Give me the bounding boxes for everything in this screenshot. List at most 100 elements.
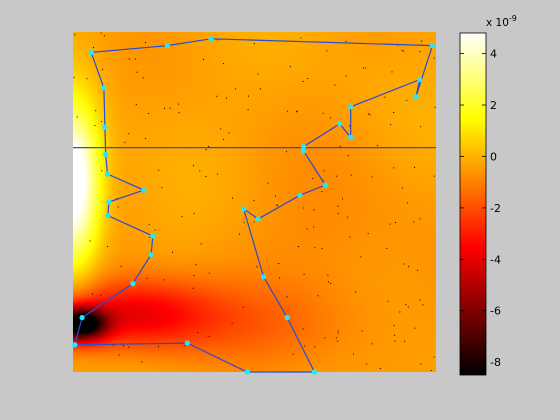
mesh-node: [193, 165, 194, 167]
mesh-node: [164, 107, 166, 109]
series-point: [102, 124, 108, 130]
mesh-node: [172, 251, 173, 253]
mesh-node: [414, 327, 416, 329]
series-point: [106, 199, 112, 205]
mesh-node: [145, 138, 147, 139]
mesh-node: [208, 272, 210, 274]
mesh-node: [158, 169, 160, 171]
mesh-node: [199, 170, 201, 172]
mesh-node: [208, 146, 210, 147]
mesh-node: [404, 340, 406, 342]
colorbar: 4 2 0 -2 -4 -6 -8 x 10-9: [459, 14, 517, 376]
mesh-node: [278, 263, 280, 264]
mesh-node: [384, 96, 386, 98]
series-point: [261, 274, 267, 280]
mesh-node: [413, 221, 415, 223]
mesh-node: [223, 63, 225, 65]
mesh-node: [402, 187, 404, 189]
mesh-node: [371, 343, 373, 345]
mesh-node: [192, 287, 194, 289]
mesh-node: [394, 340, 396, 342]
mesh-node: [253, 200, 255, 202]
mesh-node: [106, 246, 108, 247]
colorbar-tick-label: 4: [490, 48, 497, 61]
mesh-node: [163, 279, 165, 281]
mesh-node: [391, 71, 393, 73]
boundary-polylines: [72, 36, 436, 375]
mesh-node: [393, 112, 395, 113]
mesh-node: [314, 346, 316, 348]
colorbar-tick-label: 2: [490, 99, 497, 112]
mesh-node: [253, 43, 255, 45]
series-point: [105, 213, 111, 219]
mesh-node: [433, 57, 435, 59]
mesh-node: [243, 222, 245, 224]
mesh-node: [355, 291, 357, 293]
mesh-node: [228, 132, 230, 134]
colorbar-frame: [459, 32, 487, 376]
series-point: [104, 171, 111, 177]
mesh-node: [335, 337, 337, 339]
mesh-node: [350, 174, 352, 176]
mesh-node: [259, 88, 261, 90]
mesh-node: [326, 50, 328, 52]
mesh-node: [298, 246, 300, 247]
mesh-node: [312, 177, 314, 179]
series-point: [300, 148, 307, 154]
mesh-node: [145, 42, 146, 44]
mesh-node: [193, 212, 195, 214]
mesh-node: [100, 294, 102, 296]
mesh-node: [216, 95, 218, 97]
heatmap-field: [73, 32, 436, 372]
mesh-node: [390, 124, 392, 125]
mesh-node: [321, 248, 323, 250]
mesh-node: [257, 73, 259, 75]
mesh-node: [379, 368, 381, 369]
mesh-node: [205, 149, 207, 150]
mesh-node: [420, 126, 422, 128]
mesh-node: [330, 117, 332, 119]
mesh-node: [76, 116, 78, 118]
mesh-node: [100, 32, 102, 34]
mesh-node: [337, 205, 339, 207]
mesh-node: [295, 111, 297, 113]
series-point: [417, 77, 423, 83]
mesh-node: [289, 66, 291, 68]
mesh-node: [128, 58, 130, 60]
series-point: [241, 206, 247, 212]
series-point: [148, 252, 154, 258]
mesh-node: [406, 99, 408, 101]
mesh-node: [345, 40, 347, 42]
mesh-node: [393, 324, 395, 326]
mesh-node: [362, 67, 364, 69]
mesh-node: [161, 187, 163, 189]
mesh-node: [386, 247, 388, 249]
series-point: [297, 192, 303, 198]
mesh-node: [253, 221, 255, 223]
series-point: [88, 49, 94, 56]
colorbar-gradient: [460, 33, 486, 375]
mesh-node: [242, 306, 244, 308]
mesh-node: [95, 110, 97, 112]
series-point: [413, 94, 419, 100]
mesh-node: [178, 103, 179, 105]
mesh-node: [399, 311, 401, 313]
mesh-node: [197, 332, 199, 334]
mesh-node: [148, 113, 150, 114]
mesh-node: [276, 205, 278, 206]
mesh-node: [113, 344, 114, 346]
mesh-node: [296, 110, 298, 112]
mesh-node: [387, 300, 389, 302]
mesh-node: [208, 336, 210, 338]
mesh-node: [235, 88, 237, 90]
series-point: [337, 121, 343, 127]
mesh-node: [279, 277, 280, 279]
series-point: [208, 36, 214, 42]
mesh-node: [337, 332, 339, 334]
mesh-node: [367, 233, 369, 235]
series-point: [72, 342, 78, 348]
mesh-node: [128, 133, 130, 135]
mesh-node: [393, 167, 395, 169]
series-point: [101, 85, 107, 91]
mesh-node: [169, 107, 171, 109]
